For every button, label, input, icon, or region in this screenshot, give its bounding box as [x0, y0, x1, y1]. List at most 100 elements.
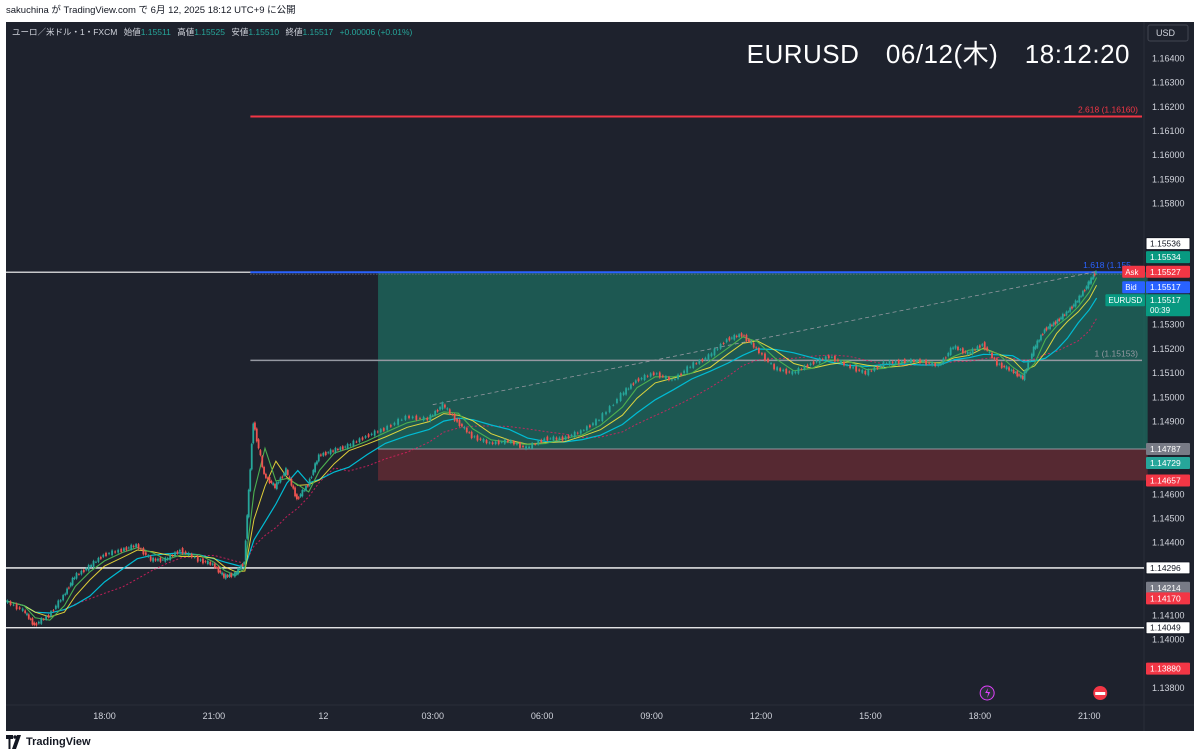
candle-body [767, 358, 769, 362]
candle-body [722, 342, 725, 345]
y-tick-label: 1.15300 [1152, 320, 1185, 330]
y-tick-label: 1.16400 [1152, 53, 1185, 63]
candle-body [743, 335, 745, 337]
candle-body [710, 353, 713, 357]
price-tag [1122, 265, 1145, 278]
candle-body [144, 552, 147, 555]
candle-body [959, 349, 962, 351]
candle-body [90, 564, 93, 567]
candle-body [1003, 365, 1006, 368]
candle-body [15, 603, 18, 610]
candle-body [1071, 306, 1073, 309]
us-flag-stripe-icon [1095, 692, 1106, 695]
price-label[interactable] [1146, 294, 1190, 317]
trend-line[interactable] [432, 271, 1097, 406]
candle-body [812, 361, 815, 365]
price-label[interactable] [1145, 237, 1191, 251]
currency-badge[interactable] [1147, 24, 1189, 42]
y-tick-label: 1.14600 [1152, 489, 1185, 499]
candle-body [275, 482, 278, 489]
candle-body [668, 377, 670, 381]
candle-body [310, 476, 313, 478]
price-label[interactable] [1146, 474, 1190, 487]
price-label[interactable] [1145, 621, 1191, 635]
candle-body [461, 424, 463, 427]
price-label[interactable] [1146, 662, 1190, 675]
candle-body [274, 484, 276, 488]
x-tick-label: 15:00 [859, 711, 882, 721]
candle-body [830, 356, 833, 358]
price-label[interactable] [1146, 457, 1190, 470]
candle-body [797, 368, 800, 374]
candle-body [327, 452, 330, 454]
legend-close: 1.15517 [302, 27, 334, 37]
candle-body [358, 438, 361, 442]
candle-body [209, 561, 212, 565]
candle-body [147, 555, 150, 557]
price-label[interactable] [1146, 581, 1190, 594]
candle-body [226, 575, 229, 577]
candle-body [252, 423, 255, 444]
price-label[interactable] [1146, 592, 1190, 605]
candle-body [69, 583, 72, 587]
candle-body [299, 494, 302, 497]
price-chart[interactable]: USD 1.16400 1.16300 1.16200 1.16100 1.16000 1.… [5, 22, 1194, 731]
candle-body [137, 544, 140, 549]
candle-body [773, 364, 775, 370]
tradingview-logo-icon [6, 735, 21, 749]
candle-body [261, 456, 264, 467]
candle-body [190, 553, 193, 558]
loss-zone[interactable] [378, 448, 1148, 481]
candle-body [1090, 277, 1093, 284]
candle-body [140, 548, 142, 550]
candle-body [52, 610, 55, 612]
candle-body [393, 422, 396, 425]
candle-body [233, 572, 236, 577]
candle-body [174, 552, 176, 556]
candle-body [491, 442, 494, 444]
candle-body [906, 361, 909, 362]
candle-body [244, 540, 247, 561]
candle-body [961, 348, 964, 354]
y-tick-label: 1.16200 [1152, 102, 1185, 112]
chart-area[interactable]: USD 1.16400 1.16300 1.16200 1.16100 1.16000 1.… [5, 22, 1194, 731]
candle-body [561, 436, 564, 441]
price-label[interactable] [1145, 561, 1191, 575]
candle-body [605, 412, 607, 415]
candle-body [1060, 317, 1062, 320]
candle-body [297, 497, 300, 499]
x-tick-label: 06:00 [531, 711, 554, 721]
candle-body [1088, 281, 1091, 284]
candle-body [677, 374, 679, 380]
candle-body [1067, 311, 1070, 313]
candle-body [506, 440, 509, 442]
candle-body [779, 368, 782, 371]
candle-body [952, 347, 955, 349]
candle-body [451, 414, 454, 416]
candle-body [64, 593, 67, 596]
candle-body [1061, 313, 1064, 320]
candle-body [770, 363, 772, 364]
footer-brand: TradingView [26, 736, 91, 748]
price-axis[interactable] [1144, 22, 1194, 731]
candle-body [329, 449, 332, 455]
price-label[interactable] [1146, 442, 1190, 455]
candle-body [969, 352, 972, 354]
candle-body [130, 544, 133, 550]
price-label[interactable] [1146, 251, 1190, 264]
candle-body [161, 559, 164, 561]
candle-body [937, 364, 940, 367]
candle-body [570, 434, 573, 437]
candle-body [108, 553, 110, 555]
candle-body [288, 476, 291, 478]
candle-body [164, 557, 167, 562]
price-label[interactable] [1146, 265, 1190, 278]
currency-label: USD [1156, 28, 1176, 38]
candle-body [894, 360, 897, 364]
candle-body [429, 414, 432, 422]
candle-body [436, 410, 439, 412]
candle-body [579, 430, 582, 434]
candle-body [389, 424, 392, 427]
candle-body [312, 470, 315, 475]
price-label[interactable] [1146, 281, 1190, 294]
